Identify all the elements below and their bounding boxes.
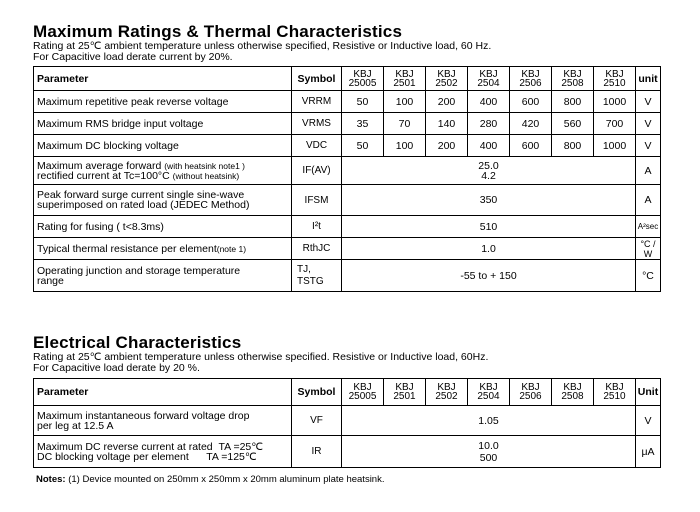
row-vrms: Maximum RMS bridge input voltage VRMS 35… (33, 112, 661, 135)
param-label: Maximum DC blocking voltage (33, 134, 292, 157)
param-label: Maximum instantaneous forward voltage dr… (33, 405, 292, 436)
unit-header: unit (635, 66, 661, 91)
column-header-25005: KBJ 25005 (341, 378, 384, 406)
param-label: Peak forward surge current single sine-w… (33, 184, 292, 216)
param-label: Operating junction and storage temperatu… (33, 259, 292, 292)
value-cell: 420 (509, 112, 552, 135)
unit-cell: A²sec (635, 215, 661, 238)
value-cell: 35 (341, 112, 384, 135)
column-header-2501: KBJ 2501 (383, 66, 426, 91)
symbol-cell: VRRM (291, 90, 342, 113)
value-cell: 400 (467, 90, 510, 113)
symbol-header: Symbol (291, 378, 342, 406)
symbol-cell: I²t (291, 215, 342, 238)
column-header-2510: KBJ 2510 (593, 378, 636, 406)
electrical-subtitle-2: For Capacitive load derate by 20 %. (33, 362, 200, 374)
value-cell: 70 (383, 112, 426, 135)
symbol-cell: VRMS (291, 112, 342, 135)
param-label: Maximum RMS bridge input voltage (33, 112, 292, 135)
column-header-2506: KBJ 2506 (509, 378, 552, 406)
symbol-cell: IFSM (291, 184, 342, 216)
value-cell: 560 (551, 112, 594, 135)
electrical-subtitle-1: Rating at 25℃ ambient temperature unless… (33, 351, 489, 363)
value-cell: 200 (425, 134, 468, 157)
electrical-table: Parameter Symbol KBJ 25005 KBJ 2501 KBJ 250… (33, 378, 661, 468)
value-cell: 1.0 (341, 237, 636, 260)
symbol-cell: VDC (291, 134, 342, 157)
max-ratings-title: Maximum Ratings & Thermal Characteristic… (33, 22, 403, 41)
row-i2t: Rating for fusing ( t<8.3ms) I²t 510 A²s… (33, 215, 661, 238)
max-ratings-table: Parameter Symbol KBJ 25005 KBJ 2501 KBJ 250… (33, 66, 661, 292)
parameter-header: Parameter (33, 66, 292, 91)
value-cell: 800 (551, 134, 594, 157)
max-ratings-subtitle-1: Rating at 25℃ ambient temperature unless… (33, 40, 492, 52)
value-cell: 50 (341, 134, 384, 157)
value-cell: 1.05 (341, 405, 636, 436)
value-cell: 50 (341, 90, 384, 113)
value-cell: 1000 (593, 90, 636, 113)
unit-cell: V (635, 112, 661, 135)
param-label: Maximum DC reverse current at rated TA =… (33, 435, 292, 468)
param-label: Maximum average forward (with heatsink n… (33, 156, 292, 185)
column-header-2501: KBJ 2501 (383, 378, 426, 406)
value-cell: 200 (425, 90, 468, 113)
symbol-cell: RthJC (291, 237, 342, 260)
value-cell: 100 (383, 134, 426, 157)
column-header-25005: KBJ 25005 (341, 66, 384, 91)
row-vf: Maximum instantaneous forward voltage dr… (33, 405, 661, 436)
electrical-header-row: Parameter Symbol KBJ 25005 KBJ 2501 KBJ 250… (33, 378, 661, 406)
row-vrrm: Maximum repetitive peak reverse voltage … (33, 90, 661, 113)
column-header-2504: KBJ 2504 (467, 66, 510, 91)
max-ratings-subtitle-2: For Capacitive load derate current by 20… (33, 51, 233, 63)
column-header-2502: KBJ 2502 (425, 66, 468, 91)
value-cell: 1000 (593, 134, 636, 157)
unit-cell: V (635, 134, 661, 157)
footnote: Notes: (1) Device mounted on 250mm x 250… (36, 474, 385, 485)
value-cell: 280 (467, 112, 510, 135)
unit-cell: V (635, 90, 661, 113)
unit-cell: μA (635, 435, 661, 468)
row-ifav: Maximum average forward (with heatsink n… (33, 156, 661, 185)
row-vdc: Maximum DC blocking voltage VDC 50 100 2… (33, 134, 661, 157)
unit-header: Unit (635, 378, 661, 406)
value-cell: 700 (593, 112, 636, 135)
unit-cell: A (635, 184, 661, 216)
value-cell: 350 (341, 184, 636, 216)
symbol-header: Symbol (291, 66, 342, 91)
value-cell: 510 (341, 215, 636, 238)
row-temp: Operating junction and storage temperatu… (33, 259, 661, 292)
row-ifsm: Peak forward surge current single sine-w… (33, 184, 661, 216)
param-label: Typical thermal resistance per element(n… (33, 237, 292, 260)
column-header-2502: KBJ 2502 (425, 378, 468, 406)
row-ir: Maximum DC reverse current at rated TA =… (33, 435, 661, 468)
row-rthjc: Typical thermal resistance per element(n… (33, 237, 661, 260)
column-header-2504: KBJ 2504 (467, 378, 510, 406)
unit-cell: °C / W (635, 237, 661, 260)
value-cell: 25.0 4.2 (341, 156, 636, 185)
param-label: Rating for fusing ( t<8.3ms) (33, 215, 292, 238)
symbol-cell: IF(AV) (291, 156, 342, 185)
column-header-2506: KBJ 2506 (509, 66, 552, 91)
unit-cell: °C (635, 259, 661, 292)
symbol-cell: TJ, TSTG (291, 259, 342, 292)
value-cell: 140 (425, 112, 468, 135)
symbol-cell: IR (291, 435, 342, 468)
param-label: Maximum repetitive peak reverse voltage (33, 90, 292, 113)
value-cell: 10.0 500 (341, 435, 636, 468)
value-cell: 800 (551, 90, 594, 113)
column-header-2508: KBJ 2508 (551, 378, 594, 406)
symbol-cell: VF (291, 405, 342, 436)
value-cell: -55 to + 150 (341, 259, 636, 292)
column-header-2508: KBJ 2508 (551, 66, 594, 91)
unit-cell: V (635, 405, 661, 436)
value-cell: 400 (467, 134, 510, 157)
parameter-header: Parameter (33, 378, 292, 406)
max-header-row: Parameter Symbol KBJ 25005 KBJ 2501 KBJ 250… (33, 66, 661, 91)
unit-cell: A (635, 156, 661, 185)
value-cell: 100 (383, 90, 426, 113)
value-cell: 600 (509, 90, 552, 113)
column-header-2510: KBJ 2510 (593, 66, 636, 91)
value-cell: 600 (509, 134, 552, 157)
electrical-title: Electrical Characteristics (33, 333, 242, 352)
